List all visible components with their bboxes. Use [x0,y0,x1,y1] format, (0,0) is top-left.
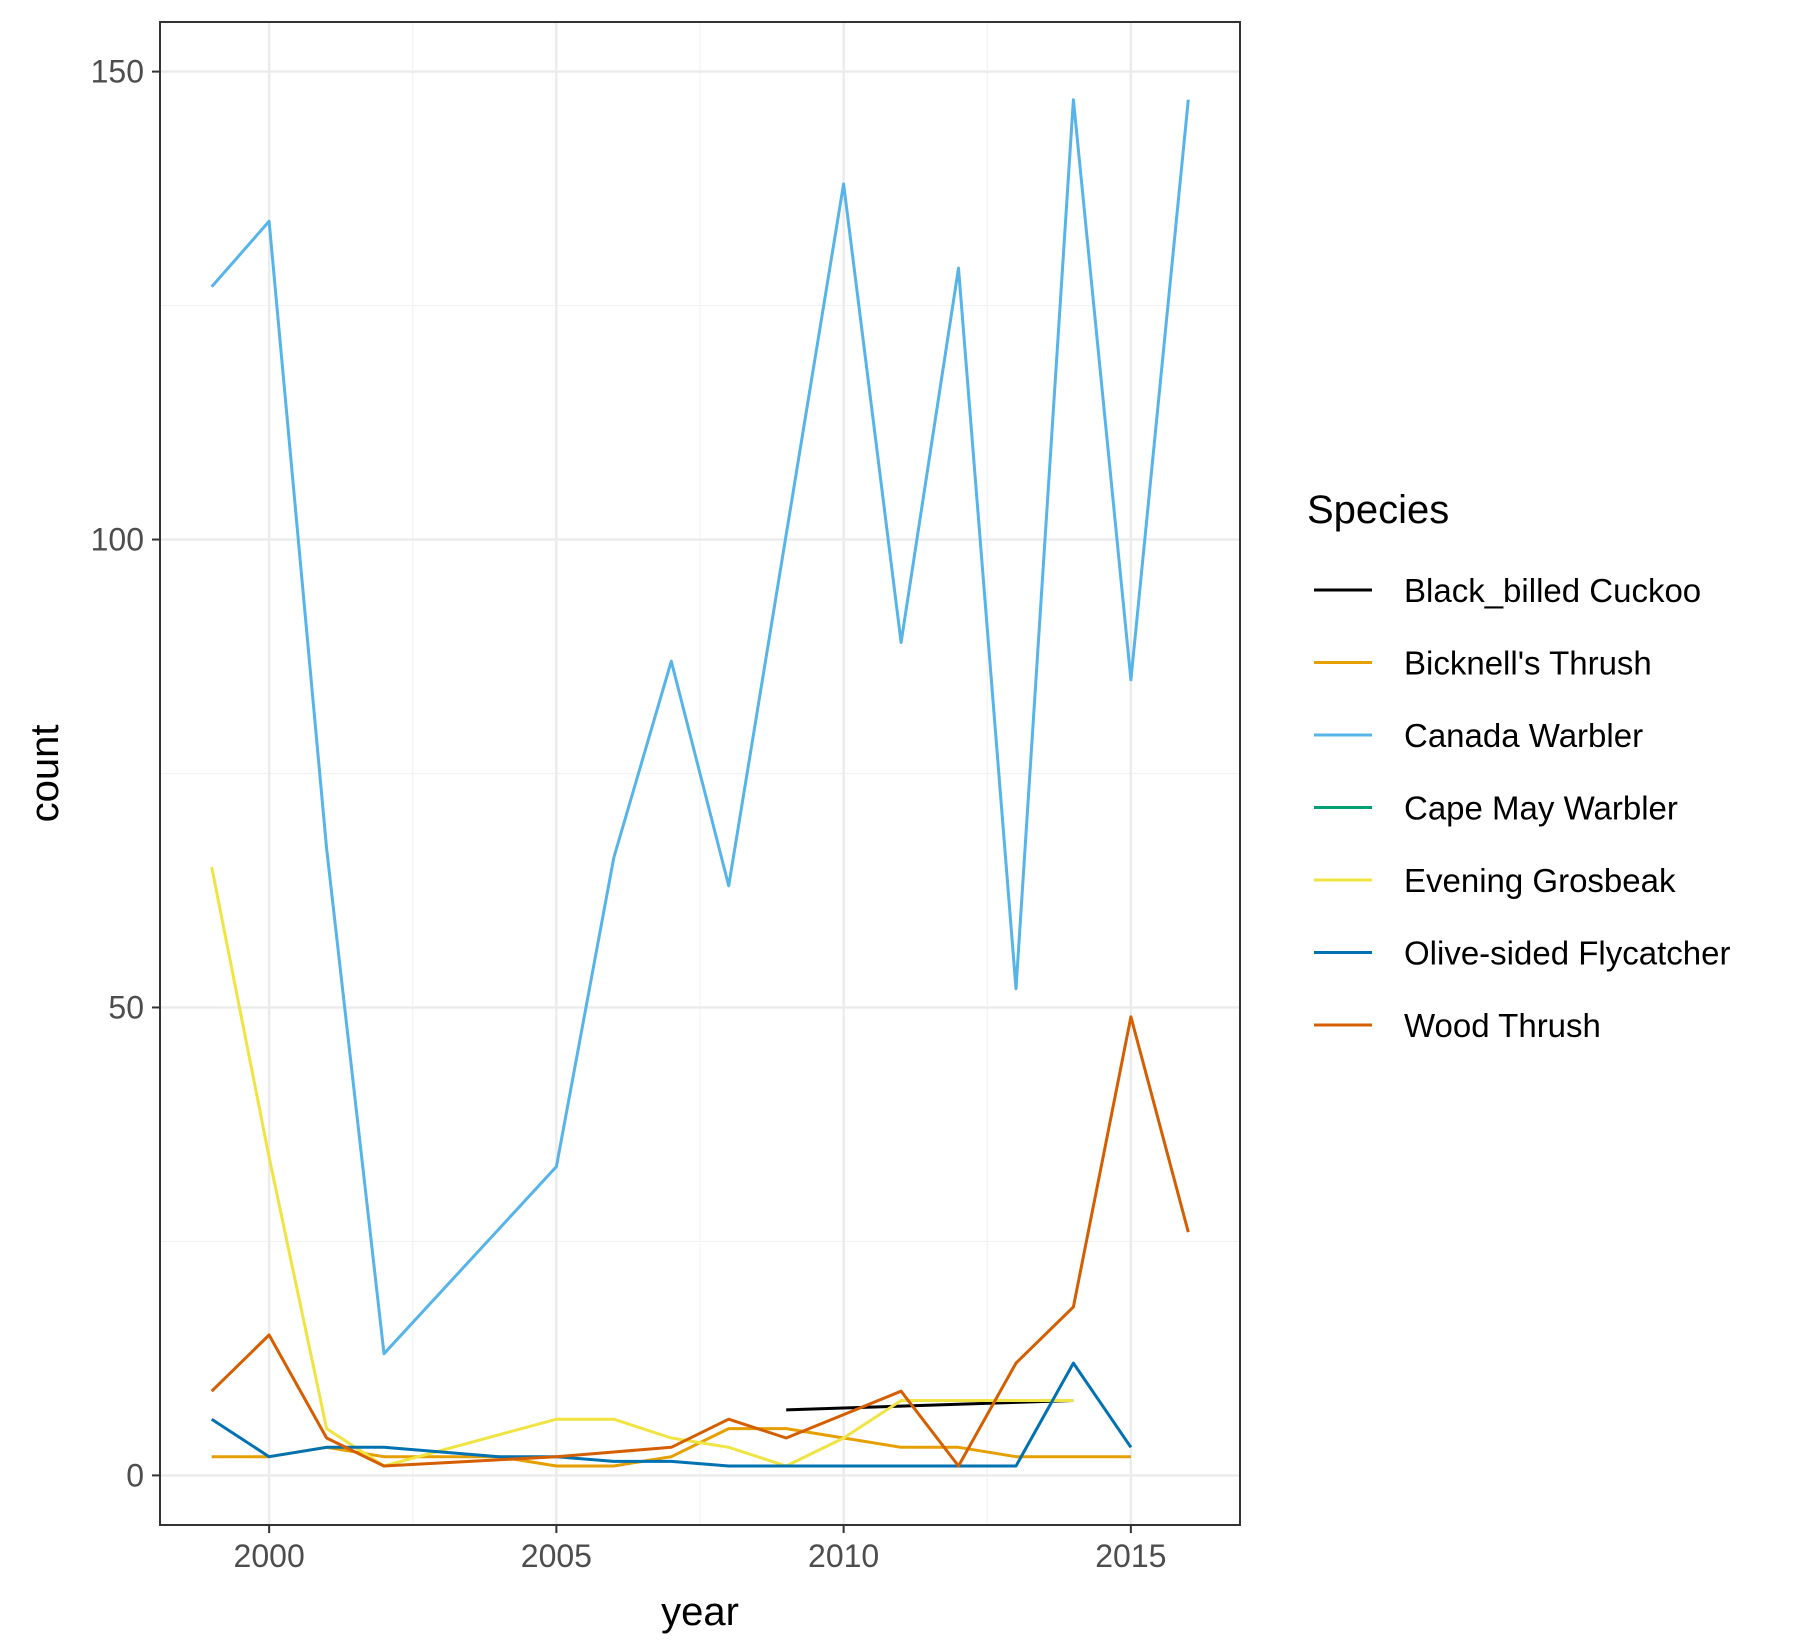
legend-label: Olive-sided Flycatcher [1404,935,1730,972]
legend: Species Black_billed Cuckoo Bicknell's Th… [1307,488,1730,1044]
major-gridlines [160,22,1240,1525]
legend-label: Black_billed Cuckoo [1404,572,1701,609]
x-tick-label: 2005 [521,1538,592,1574]
series-line-olive-sided-flycatcher [210,1361,1133,1468]
series-line-canada-warbler [210,98,1190,1356]
x-axis-title: year [661,1590,739,1634]
plot-panel-border [159,21,1241,1526]
series-lines [210,98,1190,1468]
y-axis-title: count [23,725,67,823]
x-tick-label: 2010 [808,1538,879,1574]
legend-label: Bicknell's Thrush [1404,645,1652,682]
legend-label: Canada Warbler [1404,717,1643,754]
y-tick-label: 150 [91,54,144,90]
y-tick-label: 50 [108,989,144,1025]
legend-label: Evening Grosbeak [1404,862,1676,899]
x-tick-label: 2015 [1095,1538,1166,1574]
series-line-evening-grosbeak [210,866,1074,1468]
y-tick-label: 100 [91,522,144,558]
y-tick-label: 0 [126,1457,144,1493]
axes: 2000 2005 2010 2015 0 50 100 150 [91,54,1167,1574]
legend-label: Cape May Warbler [1404,790,1678,827]
series-line-black-billed-cuckoo [786,1399,1074,1412]
legend-label: Wood Thrush [1404,1007,1601,1044]
series-line-wood-thrush [210,1015,1190,1468]
legend-title: Species [1307,488,1449,532]
x-tick-label: 2000 [234,1538,305,1574]
